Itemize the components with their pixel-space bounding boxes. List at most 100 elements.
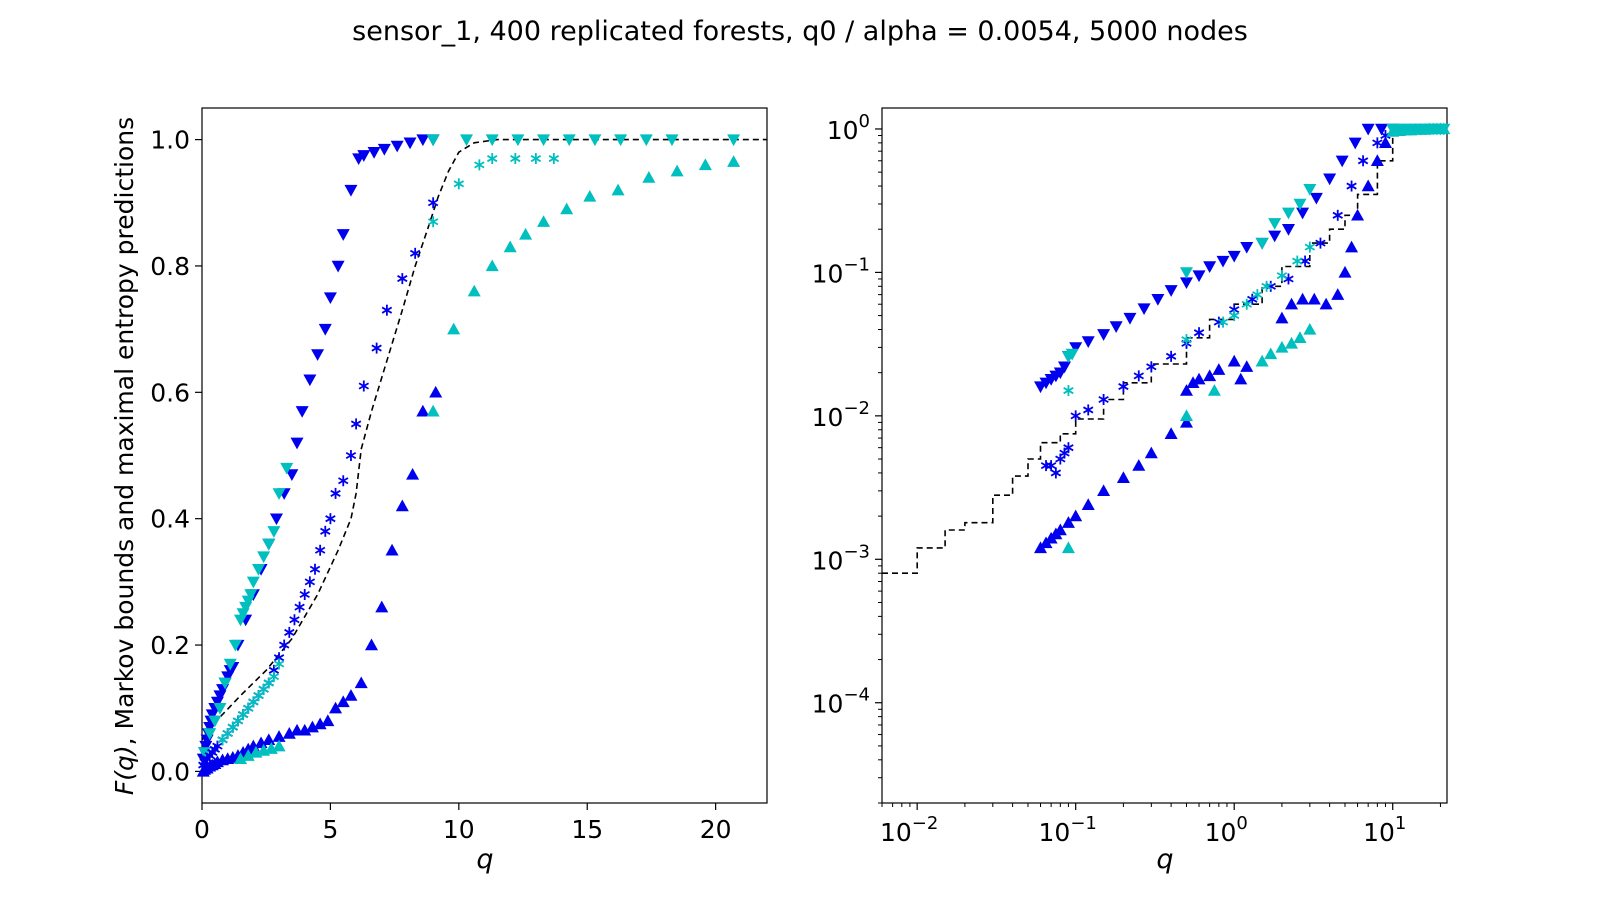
triangle-down-point: [1151, 294, 1165, 306]
triangle-up-point: [1207, 384, 1221, 396]
triangle-up-point: [272, 730, 286, 742]
triangle-down-point: [1109, 321, 1123, 333]
asterisk-point: [1265, 280, 1276, 292]
triangle-up-point: [642, 171, 656, 183]
triangle-down-point: [403, 137, 417, 150]
asterisk-point: [232, 715, 244, 727]
x-tick-exponent: −2: [912, 813, 939, 834]
triangle-down-point: [588, 134, 602, 147]
asterisk-point: [1146, 361, 1157, 373]
asterisk-point: [273, 658, 285, 670]
triangle-down-point: [537, 134, 551, 147]
triangle-up-point: [1061, 516, 1075, 528]
triangle-down-point: [1192, 270, 1206, 283]
triangle-up-point: [1351, 208, 1365, 221]
asterisk-point: [1217, 316, 1229, 328]
triangle-down-point: [1268, 230, 1282, 243]
asterisk-point: [1241, 298, 1252, 310]
triangle-up-point: [1053, 523, 1067, 536]
y-tick-label: 10−4: [812, 685, 870, 719]
x-tick-label: 15: [571, 815, 603, 844]
max-entropy-dashed-line: [882, 132, 1394, 574]
triangle-up-point: [447, 322, 461, 335]
asterisk-point: [427, 216, 439, 228]
triangle-down-point: [639, 134, 653, 147]
left-ticks: 0 5 10 15 20 0.0 0.2 0.4 0.6 0.8 1.0: [150, 126, 731, 844]
triangle-up-point: [503, 240, 517, 253]
triangle-down-point: [218, 677, 232, 690]
asterisk-point: [325, 513, 336, 525]
triangle-up-point: [1370, 154, 1384, 166]
triangle-up-point: [1345, 240, 1359, 253]
triangle-down-point: [318, 323, 332, 336]
triangle-down-point: [336, 229, 350, 241]
triangle-up-point: [1227, 354, 1241, 367]
triangle-down-point: [295, 406, 309, 418]
asterisk-point: [299, 589, 310, 600]
triangle-down-point: [246, 576, 260, 589]
triangle-up-point: [298, 723, 312, 736]
asterisk-point: [237, 709, 249, 721]
triangle-down-point: [1309, 192, 1323, 205]
triangle-up-point: [1179, 384, 1193, 396]
asterisk-point: [345, 450, 357, 461]
triangle-down-point: [426, 134, 440, 147]
triangle-up-point: [321, 714, 335, 727]
triangle-down-point: [199, 740, 213, 753]
triangle-up-point: [1319, 297, 1333, 310]
triangle-up-point: [429, 385, 443, 398]
left-plot-frame: [201, 107, 768, 804]
triangle-up-point: [1203, 369, 1217, 382]
asterisk-point: [350, 418, 362, 430]
asterisk-point: [1247, 293, 1258, 305]
left-data-marks: [196, 134, 767, 777]
left-y-axis-label-fq: F(q): [110, 745, 139, 795]
triangle-down-point: [285, 469, 299, 481]
triangle-down-point: [1065, 348, 1079, 361]
triangle-up-point: [1061, 541, 1075, 554]
asterisk-point: [1372, 137, 1383, 149]
asterisk-point: [1083, 404, 1094, 416]
triangle-up-point: [254, 736, 268, 749]
x-tick-base: 10: [1363, 818, 1395, 847]
asterisk-point: [1063, 385, 1074, 397]
triangle-down-point: [203, 728, 217, 740]
x-tick-label: 0: [194, 815, 210, 844]
triangle-up-point: [1378, 136, 1392, 149]
triangle-down-point: [1216, 255, 1230, 268]
triangle-up-point: [1307, 292, 1321, 305]
triangle-up-point: [1144, 446, 1158, 459]
triangle-down-point: [344, 184, 358, 197]
triangle-down-point: [485, 134, 499, 147]
x-tick-base: 10: [1205, 818, 1237, 847]
triangle-up-point: [1275, 311, 1289, 324]
triangle-down-point: [1057, 361, 1071, 374]
triangle-up-point: [1116, 471, 1130, 483]
triangle-down-point: [1268, 218, 1282, 230]
triangle-up-point: [1437, 122, 1451, 135]
triangle-down-point: [257, 551, 271, 564]
triangle-down-point: [357, 150, 371, 162]
asterisk-point: [1292, 255, 1303, 267]
right-plot-frame: [881, 107, 1448, 804]
triangle-up-point: [611, 183, 625, 196]
asterisk-point: [294, 601, 305, 613]
y-tick-label: 0.4: [150, 505, 190, 534]
triangle-down-point: [665, 134, 679, 147]
triangle-up-point: [1361, 179, 1375, 192]
triangle-up-point: [406, 467, 420, 480]
triangle-up-point: [241, 749, 255, 761]
triangle-up-point: [416, 404, 430, 417]
asterisk-point: [268, 671, 280, 683]
asterisk-point: [258, 683, 269, 695]
triangle-down-point: [1164, 285, 1178, 297]
asterisk-point: [1261, 280, 1272, 292]
triangle-up-point: [467, 284, 481, 297]
asterisk-point: [222, 728, 233, 739]
triangle-down-point: [1123, 312, 1137, 325]
asterisk-point: [1283, 273, 1294, 285]
triangle-down-point: [252, 564, 265, 576]
triangle-down-point: [1203, 261, 1217, 273]
x-tick-label: 20: [700, 815, 732, 844]
